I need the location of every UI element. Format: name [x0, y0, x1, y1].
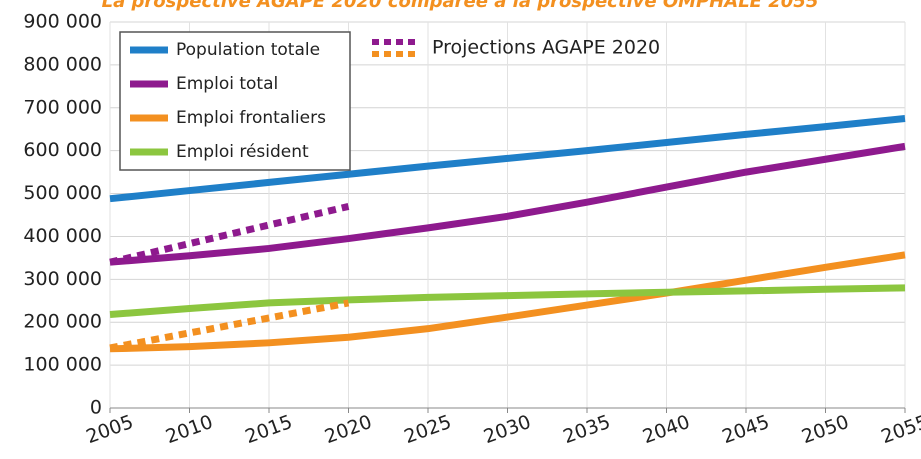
x-tick-label: 2025	[401, 411, 454, 448]
y-tick-label: 600 000	[23, 139, 102, 161]
x-tick-label: 2050	[799, 411, 852, 448]
y-tick-label: 700 000	[23, 96, 102, 118]
legend-box	[119, 31, 351, 171]
x-tick-label: 2010	[163, 411, 216, 448]
series-line	[109, 251, 906, 353]
chart-title: La prospective AGAPE 2020 comparée à la …	[102, 0, 819, 12]
x-tick-label: 2045	[719, 411, 772, 448]
projection-line	[109, 299, 350, 352]
x-tick-label: 2040	[640, 411, 693, 448]
y-tick-label: 300 000	[23, 268, 102, 290]
x-tick-label: 2030	[481, 411, 534, 448]
y-tick-label: 900 000	[23, 11, 102, 33]
series-line	[109, 142, 906, 266]
legend-label: Emploi total	[176, 74, 278, 94]
legend-label: Population totale	[176, 40, 320, 60]
legend-label: Emploi résident	[176, 142, 309, 162]
y-tick-label: 500 000	[23, 182, 102, 204]
x-tick-label: 2020	[322, 411, 375, 448]
y-tick-label: 800 000	[23, 53, 102, 75]
y-tick-label: 100 000	[23, 354, 102, 376]
y-tick-label: 400 000	[23, 225, 102, 247]
x-tick-label: 2015	[242, 411, 295, 448]
y-tick-label: 200 000	[23, 311, 102, 333]
y-tick-label: 0	[90, 397, 102, 419]
x-tick-label: 2035	[560, 411, 613, 448]
annotation: Projections AGAPE 2020	[432, 37, 660, 59]
x-tick-label: 2055	[878, 411, 921, 448]
legend-label: Emploi frontaliers	[176, 108, 326, 128]
series-line	[109, 284, 906, 318]
series-line	[109, 115, 906, 203]
